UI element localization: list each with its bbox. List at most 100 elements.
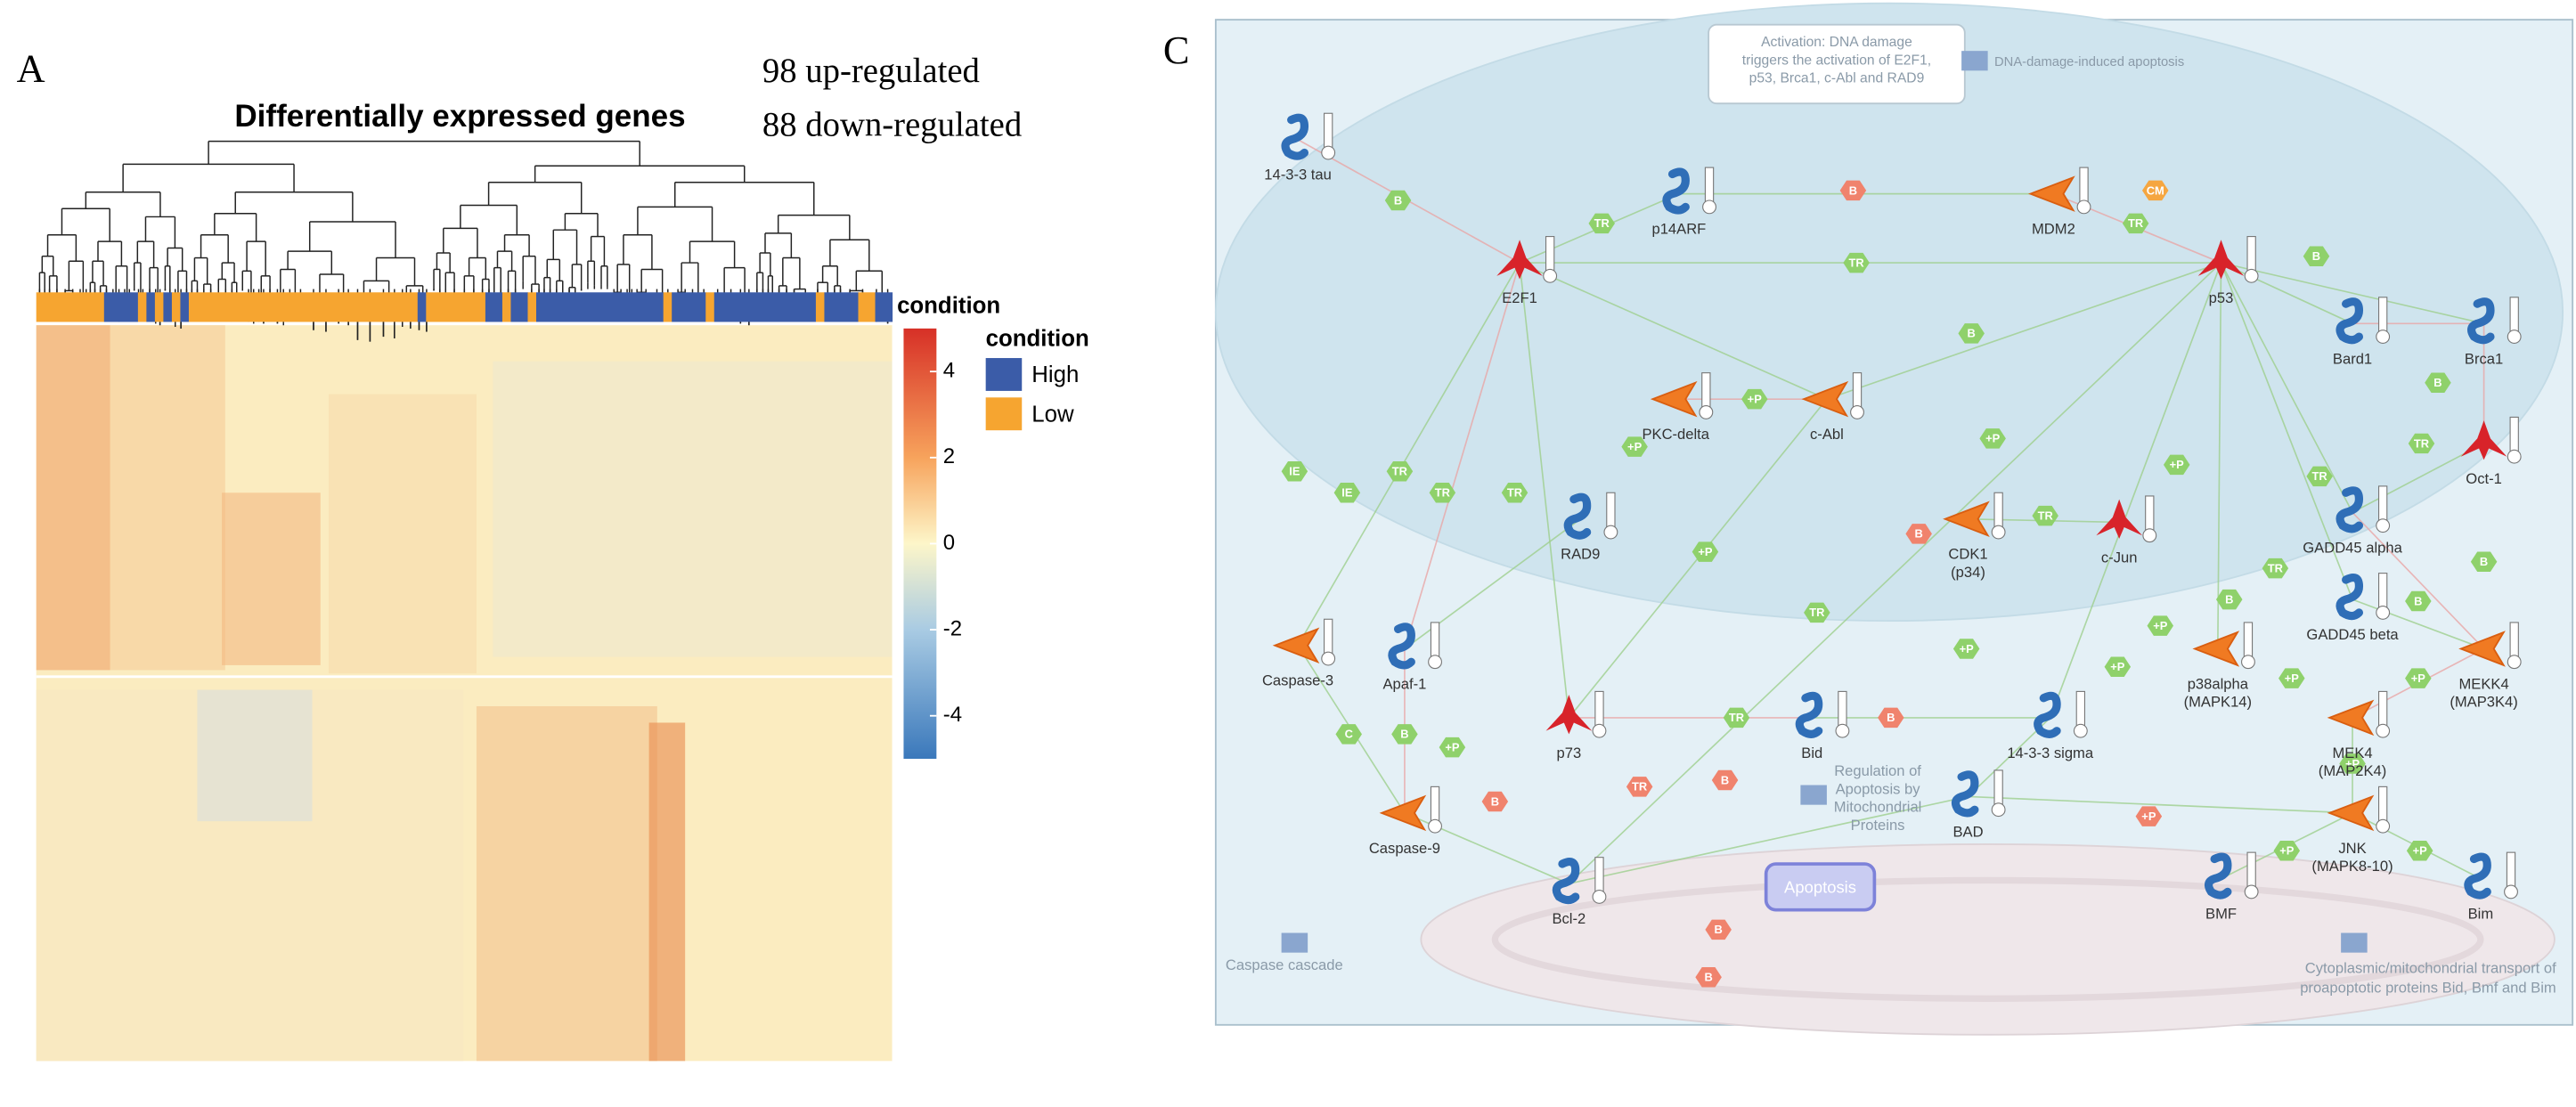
condition-cell (858, 292, 876, 322)
expression-bulb (1836, 724, 1849, 737)
edge-badge-label: B (2414, 594, 2422, 607)
condition-cell (664, 292, 673, 322)
condition-cell (485, 292, 503, 322)
node-label: MEK4 (2332, 745, 2372, 761)
node-label: Oct-1 (2466, 470, 2502, 487)
node-label: (MAPK14) (2184, 694, 2252, 711)
node-label: (MAP3K4) (2450, 694, 2517, 711)
edge-badge-label: +P (1445, 740, 1460, 753)
edge-badge-label: +P (2170, 458, 2185, 471)
node-label: MDM2 (2032, 221, 2075, 238)
heatmap-texture (37, 325, 110, 670)
condition-cell (876, 292, 893, 322)
expression-bulb (2376, 330, 2390, 344)
edge-badge-label: +P (1627, 440, 1643, 453)
text-line: Mitochondrial (1834, 799, 1922, 816)
colorbar-tick-label: 0 (943, 531, 955, 555)
node-label: (MAP2K4) (2319, 762, 2386, 779)
expression-gauge (1838, 691, 1846, 728)
condition-cell (232, 292, 419, 322)
heatmap-texture (222, 492, 321, 665)
heatmap-texture (329, 395, 477, 674)
node-label: p73 (1557, 745, 1582, 761)
edge-badge-label: +P (2285, 672, 2300, 685)
text-line: p53, Brca1, c-Abl and RAD9 (1749, 71, 1925, 86)
heatmap-texture (649, 722, 686, 1061)
node-label: BAD (1952, 823, 1983, 840)
edge-badge-label: +P (2141, 810, 2156, 823)
expression-bulb (1604, 525, 1618, 539)
expression-bulb (1703, 200, 1716, 214)
expression-gauge (1546, 237, 1554, 273)
edge-badge-label: +P (2110, 660, 2125, 673)
node-label: p14ARF (1652, 221, 1707, 238)
edge-badge-label: B (2312, 249, 2320, 263)
edge-badge-label: TR (2268, 561, 2284, 574)
figure: A Differentially expressed genes 98 up-r… (0, 0, 2576, 1107)
edge-badge-label: B (1915, 527, 1923, 541)
expression-gauge (2510, 623, 2518, 659)
node-label: E2F1 (1502, 289, 1537, 306)
expression-gauge (2379, 486, 2387, 523)
expression-bulb (1322, 146, 1335, 159)
condition-cell (672, 292, 706, 322)
expression-gauge (2247, 852, 2255, 889)
condition-cell (37, 292, 105, 322)
expression-gauge (2080, 167, 2088, 204)
expression-bulb (2077, 200, 2091, 214)
text-line: Activation: DNA damage (1761, 35, 1912, 50)
node-label: 14-3-3 sigma (2007, 745, 2094, 761)
edge-badge-label: B (1491, 794, 1499, 808)
expression-bulb (1322, 652, 1335, 665)
expression-bulb (1429, 655, 1442, 669)
colorbar-tick-label: -4 (943, 703, 962, 727)
edge-badge-label: TR (1849, 256, 1865, 269)
expression-bulb (1593, 724, 1606, 737)
edge-badge-label: B (1715, 923, 1723, 936)
node-label: Brca1 (2465, 350, 2503, 367)
node-label: 14-3-3 tau (1264, 167, 1332, 183)
condition-cell (138, 292, 147, 322)
expression-gauge (2510, 417, 2518, 453)
colorbar-tick-label: -2 (943, 616, 962, 640)
expression-bulb (2376, 519, 2390, 533)
text-line: Cytoplasmic/mitochondrial transport of (2305, 959, 2556, 976)
legend-text: DNA-damage-induced apoptosis (1994, 55, 2184, 69)
expression-bulb (2376, 819, 2390, 833)
condition-cell (180, 292, 189, 322)
count-text: 98 up-regulated (762, 52, 980, 90)
edge-badge-label: +P (2279, 844, 2295, 858)
expression-gauge (2510, 297, 2518, 334)
heatmap-texture (110, 325, 225, 670)
process-swatch (1282, 933, 1308, 953)
node-label: p38alpha (2188, 675, 2249, 692)
colorbar-tick-label: 4 (943, 358, 955, 382)
heatmap-texture (477, 706, 657, 1061)
colorbar-tick-label: 2 (943, 444, 955, 468)
node-label: Apaf-1 (1383, 675, 1427, 692)
text-line: Proteins (1851, 817, 1905, 834)
expression-gauge (1325, 619, 1333, 655)
expression-bulb (2143, 529, 2156, 542)
condition-cell (527, 292, 536, 322)
expression-gauge (1607, 492, 1615, 529)
edge-badge-label: B (2433, 376, 2441, 389)
process-swatch (1800, 785, 1827, 805)
node-label: JNK (2338, 840, 2366, 857)
note: Activation: DNA damagetriggers the activ… (1742, 35, 1931, 86)
edge-badge-label: B (1887, 711, 1895, 724)
expression-gauge (1705, 167, 1713, 204)
expression-bulb (2507, 450, 2521, 463)
expression-gauge (1431, 623, 1439, 659)
expression-bulb (1429, 819, 1442, 833)
text-line: proapoptotic proteins Bid, Bmf and Bim (2300, 980, 2556, 997)
edge-badge-label: +P (2413, 844, 2428, 858)
edge-badge-label: B (2225, 592, 2233, 606)
node-label: Bcl-2 (1552, 910, 1586, 927)
panel-label: C (1163, 28, 1190, 72)
expression-bulb (1992, 803, 2005, 817)
edge-badge-label: B (2480, 555, 2488, 568)
condition-cell (104, 292, 139, 322)
expression-bulb (2074, 724, 2087, 737)
legend-swatch (986, 397, 1023, 430)
